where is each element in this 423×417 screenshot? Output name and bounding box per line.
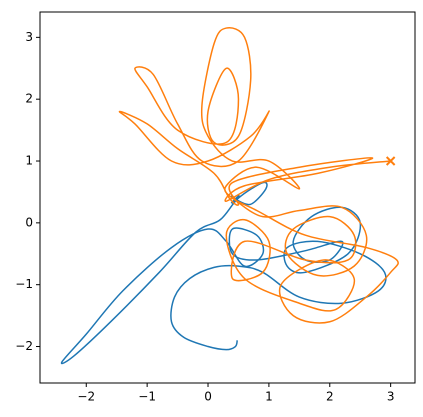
x-tick-label: 0	[204, 390, 212, 404]
x-tick-label: 1	[265, 390, 273, 404]
x-tick-label: −2	[77, 390, 95, 404]
y-tick-label: 2	[25, 92, 33, 106]
y-tick-label: 3	[25, 30, 33, 44]
y-tick-label: 1	[25, 154, 33, 168]
end-marker	[385, 156, 396, 166]
y-tick-label: −2	[15, 339, 33, 353]
x-tick-label: −1	[138, 390, 156, 404]
y-tick-label: 0	[25, 215, 33, 229]
trajectory-line	[118, 27, 399, 324]
x-tick-label: 3	[387, 390, 395, 404]
x-tick-label: 2	[326, 390, 334, 404]
y-tick-label: −1	[15, 277, 33, 291]
